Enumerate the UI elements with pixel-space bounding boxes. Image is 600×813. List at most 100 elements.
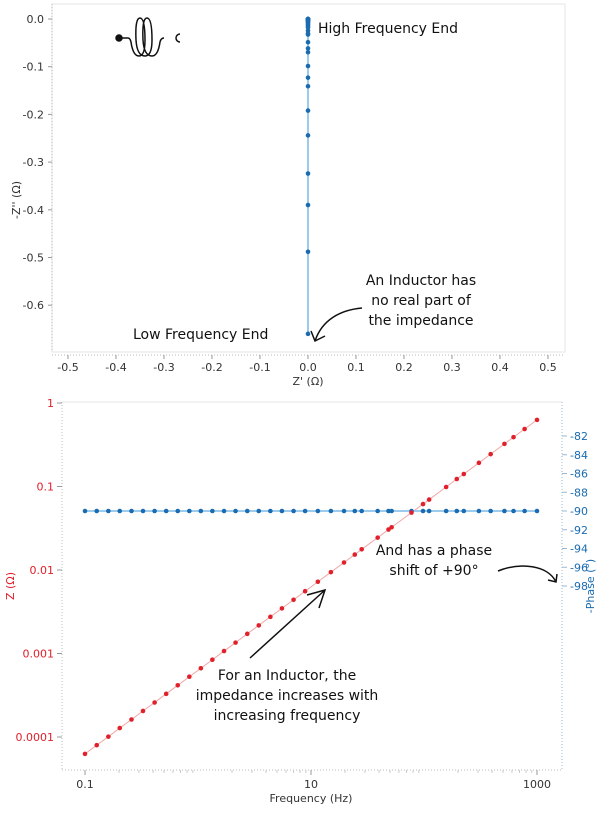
annotation-no-real-part-line2: no real part of bbox=[371, 293, 472, 309]
z-point bbox=[454, 476, 460, 482]
nyquist-x-tick-label: -0.1 bbox=[249, 361, 270, 374]
phase-point bbox=[375, 508, 380, 514]
z-point bbox=[502, 441, 507, 447]
nyquist-point bbox=[305, 25, 311, 30]
nyquist-y-tick-label: -0.3 bbox=[23, 156, 44, 169]
bode-x-tick-label: 0.1 bbox=[76, 778, 94, 791]
nyquist-x-tick-label: 0.3 bbox=[443, 361, 461, 374]
z-point bbox=[534, 417, 540, 423]
phase-point bbox=[461, 508, 467, 514]
z-point bbox=[244, 631, 250, 637]
nyquist-x-tick-label: -0.3 bbox=[153, 361, 174, 374]
bode-y-tick-label: 0.01 bbox=[30, 564, 55, 577]
phase-point bbox=[302, 508, 308, 514]
z-point bbox=[359, 546, 365, 552]
phase-point bbox=[175, 508, 181, 514]
phase-point bbox=[117, 508, 123, 514]
phase-point bbox=[328, 508, 334, 514]
nyquist-x-tick-label: 0.4 bbox=[491, 361, 509, 374]
nyquist-point bbox=[305, 202, 311, 208]
phase-point bbox=[152, 508, 157, 514]
nyquist-x-tick-label: 0.2 bbox=[395, 361, 413, 374]
annotation-arrow-phase bbox=[497, 565, 558, 583]
bode-y-label: Z (Ω) bbox=[4, 572, 17, 600]
nyquist-point bbox=[305, 108, 311, 113]
nyquist-point bbox=[305, 133, 311, 138]
z-point bbox=[187, 674, 192, 680]
z-point bbox=[488, 451, 493, 457]
z-point bbox=[375, 535, 380, 540]
inductor-symbol-icon bbox=[115, 17, 181, 57]
phase-point bbox=[341, 508, 347, 514]
annotation-low-frequency-end: Low Frequency End bbox=[133, 327, 268, 343]
nyquist-y-tick-label: -0.1 bbox=[23, 61, 44, 74]
phase-point bbox=[256, 508, 262, 514]
bode-y2-tick-label: -84 bbox=[570, 449, 588, 462]
phase-point bbox=[352, 508, 358, 514]
z-point bbox=[198, 665, 204, 671]
z-point bbox=[461, 471, 467, 477]
bode-plot: 0.1 10 1000 1 0.1 0.01 0.001 0.0001 -82 -84 -86 -88… bbox=[4, 397, 597, 805]
phase-point bbox=[244, 508, 250, 514]
z-point bbox=[302, 588, 308, 594]
z-point bbox=[315, 579, 321, 585]
z-point bbox=[129, 717, 134, 722]
nyquist-x-label: Z' (Ω) bbox=[292, 375, 323, 388]
z-point bbox=[420, 501, 426, 507]
phase-point bbox=[534, 508, 540, 514]
z-point bbox=[522, 426, 527, 432]
nyquist-point bbox=[305, 171, 311, 176]
phase-point bbox=[106, 508, 111, 514]
nyquist-y-tick-label: -0.5 bbox=[23, 252, 44, 265]
z-point bbox=[82, 751, 88, 757]
nyquist-point bbox=[305, 39, 311, 45]
phase-point bbox=[129, 508, 134, 514]
bode-y2-tick-label: -92 bbox=[570, 524, 588, 537]
phase-point bbox=[198, 508, 204, 514]
bode-y2-label: -Phase (°) bbox=[584, 559, 597, 613]
nyquist-y-tick-label: -0.2 bbox=[23, 108, 44, 121]
annotation-frequency-line1: For an Inductor, the bbox=[218, 668, 356, 684]
nyquist-x-tick-label: -0.5 bbox=[57, 361, 78, 374]
annotation-phase-line2: shift of +90° bbox=[389, 563, 478, 579]
nyquist-point bbox=[305, 46, 311, 51]
nyquist-point bbox=[305, 32, 311, 37]
phase-point bbox=[187, 508, 192, 514]
nyquist-x-tick-label: 0.0 bbox=[299, 361, 317, 374]
bode-y2-tick-label: -98 bbox=[570, 580, 588, 593]
annotation-no-real-part-line1: An Inductor has bbox=[366, 273, 476, 289]
z-point bbox=[511, 434, 516, 440]
phase-point bbox=[420, 508, 426, 514]
phase-point bbox=[443, 508, 449, 514]
z-point bbox=[163, 691, 169, 697]
nyquist-point bbox=[305, 49, 311, 55]
nyquist-point bbox=[305, 83, 311, 89]
phase-point bbox=[488, 508, 493, 514]
phase-point bbox=[511, 508, 516, 514]
z-point bbox=[409, 510, 414, 515]
z-point bbox=[476, 460, 482, 466]
phase-point bbox=[476, 508, 482, 514]
nyquist-point bbox=[305, 331, 311, 337]
annotation-arrow-frequency bbox=[249, 588, 327, 659]
z-point bbox=[279, 606, 285, 611]
annotation-phase-line1: And has a phase bbox=[376, 543, 492, 559]
z-point bbox=[352, 552, 358, 557]
annotation-no-real-part-line3: the impedance bbox=[368, 313, 473, 329]
phase-point bbox=[426, 508, 432, 514]
nyquist-point bbox=[305, 63, 311, 69]
nyquist-x-tick-label: -0.2 bbox=[201, 361, 222, 374]
phase-point bbox=[268, 508, 273, 514]
bode-y-tick-label: 0.1 bbox=[37, 481, 55, 494]
z-point bbox=[291, 597, 296, 603]
phase-point bbox=[502, 508, 507, 514]
bode-y2-tick-label: -94 bbox=[570, 543, 588, 556]
nyquist-y-label: -Z'' (Ω) bbox=[10, 181, 23, 219]
nyquist-x-tick-label: 0.1 bbox=[347, 361, 365, 374]
bode-y2-tick-label: -90 bbox=[570, 505, 588, 518]
phase-point bbox=[140, 508, 146, 514]
z-point bbox=[152, 700, 157, 705]
phase-point bbox=[94, 508, 100, 514]
z-point bbox=[389, 524, 394, 530]
nyquist-x-tick-label: 0.5 bbox=[539, 361, 557, 374]
